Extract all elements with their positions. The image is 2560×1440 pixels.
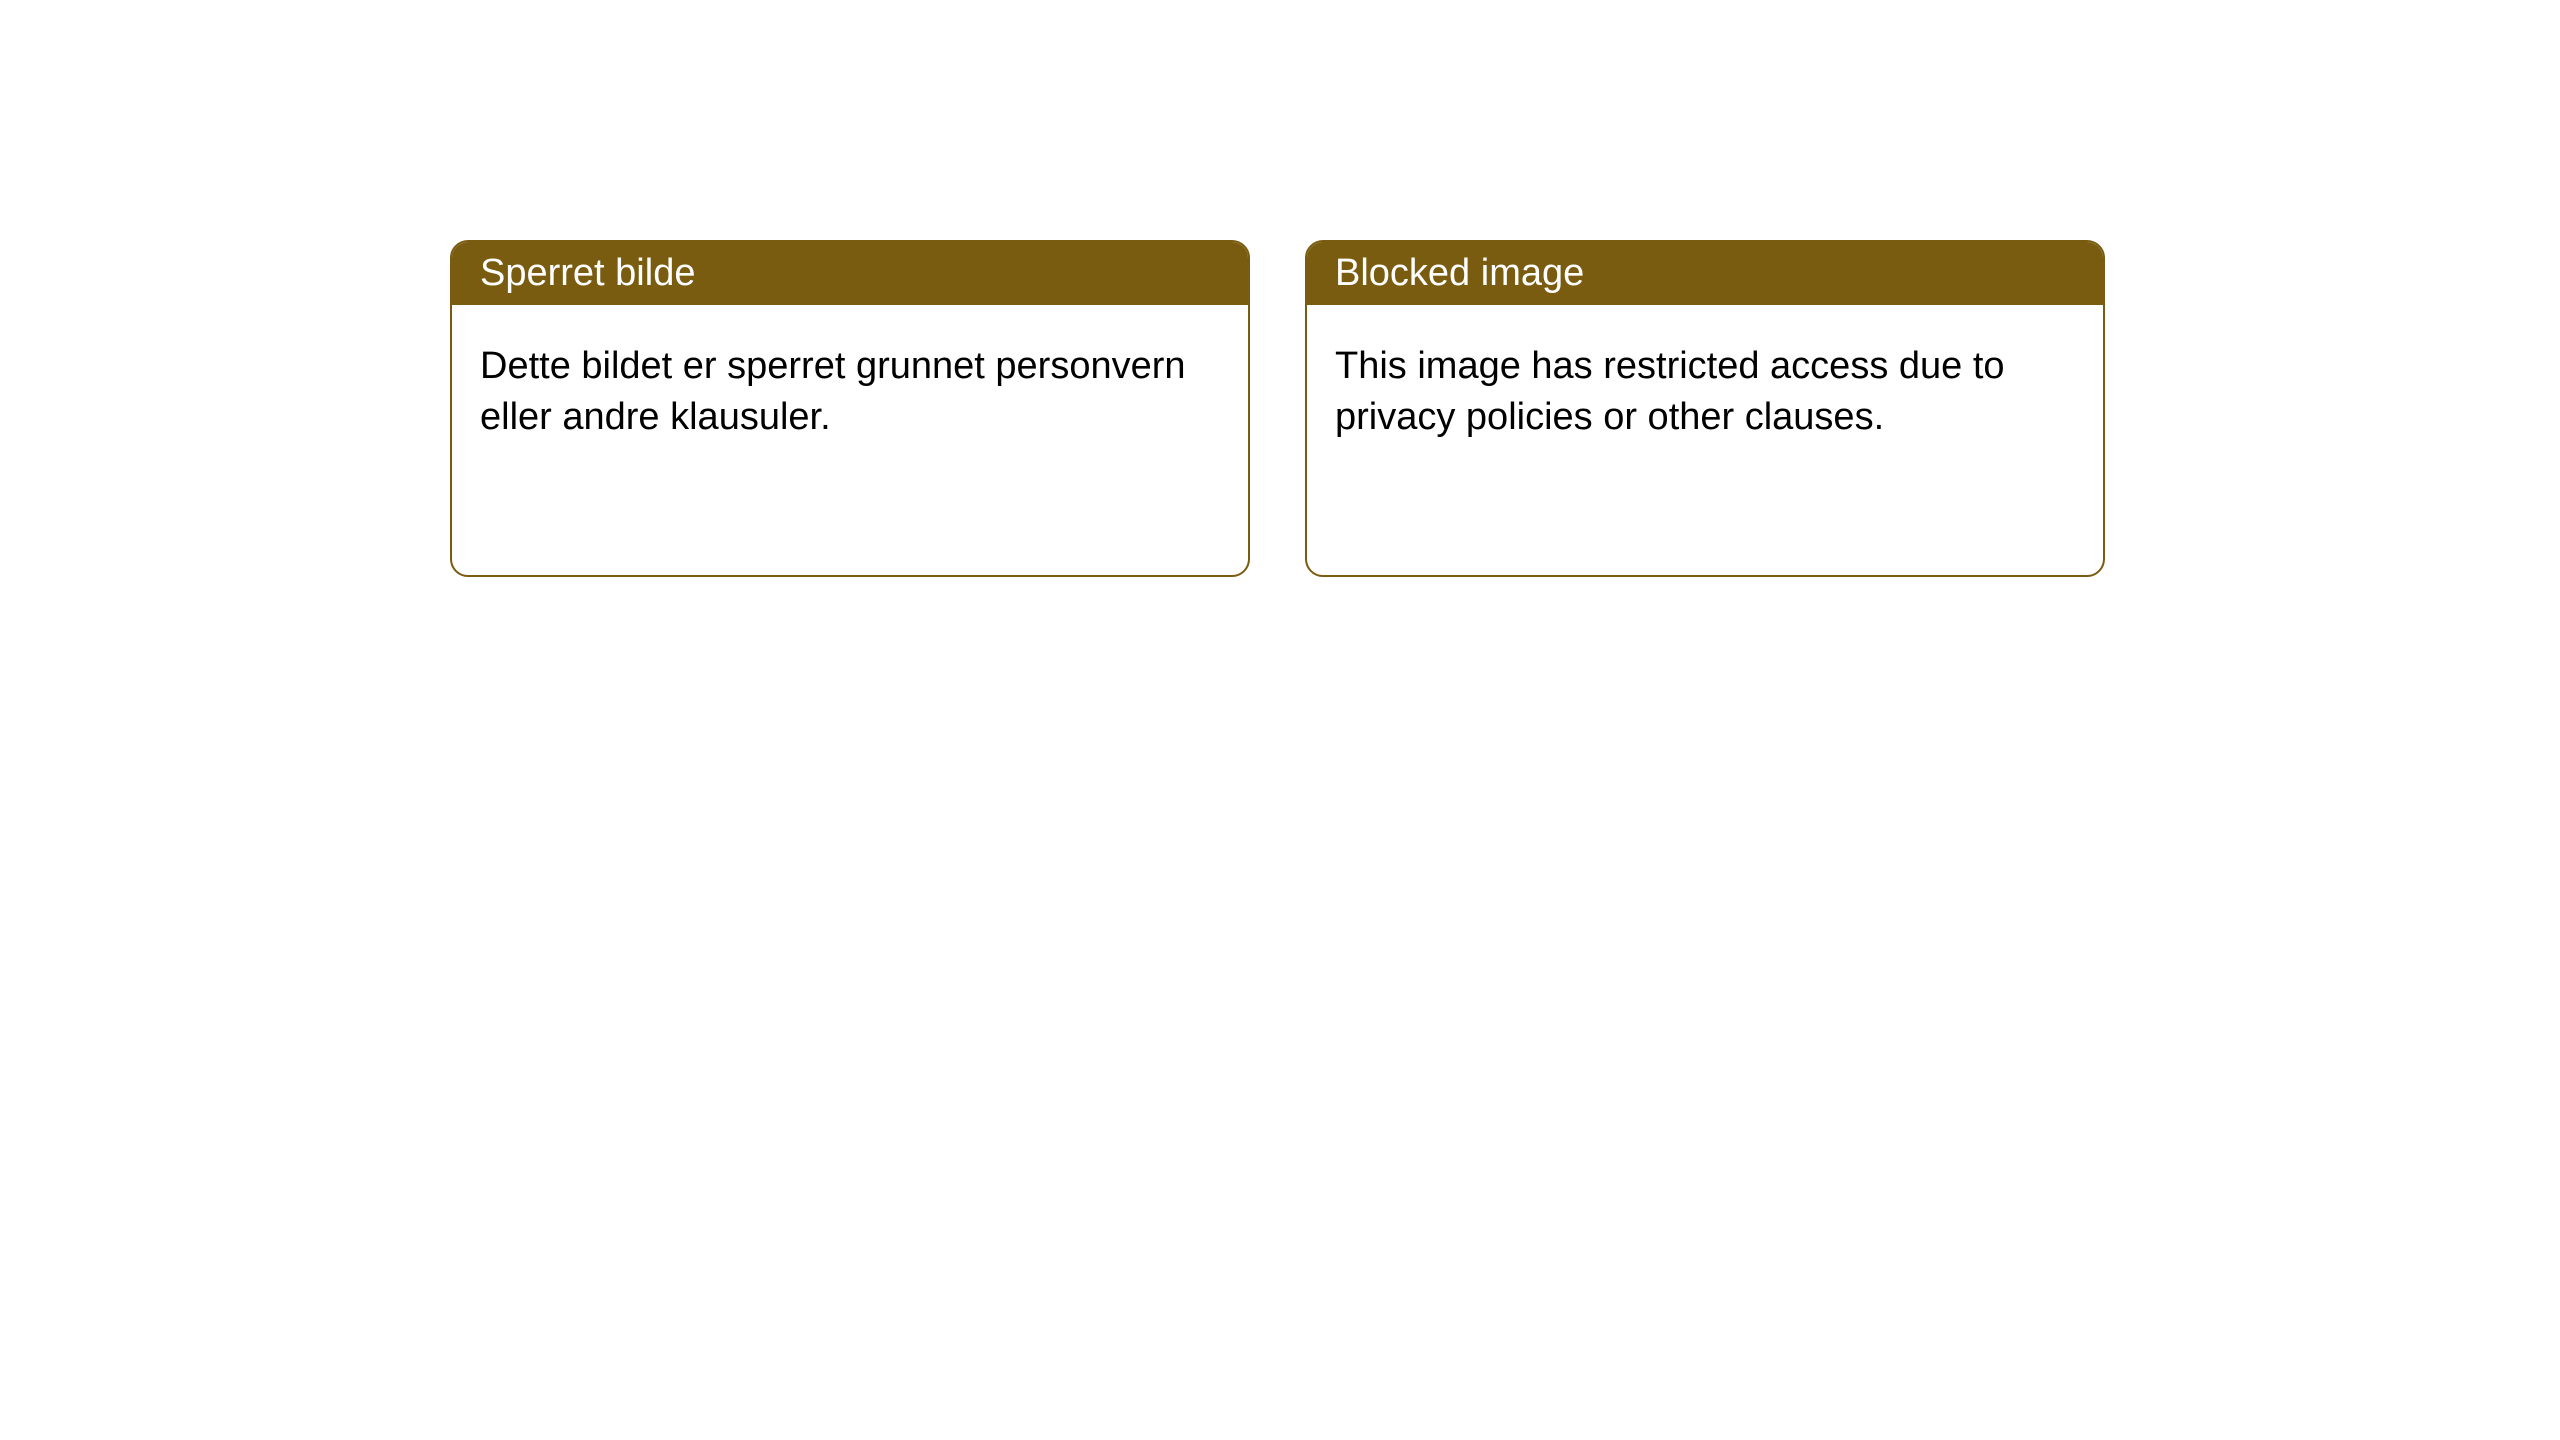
notice-title: Sperret bilde <box>480 252 695 294</box>
notice-body: Dette bildet er sperret grunnet personve… <box>452 305 1248 575</box>
notice-container: Sperret bilde Dette bildet er sperret gr… <box>0 0 2560 577</box>
notice-body: This image has restricted access due to … <box>1307 305 2103 575</box>
notice-card-english: Blocked image This image has restricted … <box>1305 240 2105 577</box>
notice-header: Sperret bilde <box>452 242 1248 305</box>
notice-title: Blocked image <box>1335 252 1584 294</box>
notice-text: Dette bildet er sperret grunnet personve… <box>480 345 1186 438</box>
notice-header: Blocked image <box>1307 242 2103 305</box>
notice-card-norwegian: Sperret bilde Dette bildet er sperret gr… <box>450 240 1250 577</box>
notice-text: This image has restricted access due to … <box>1335 345 2005 438</box>
